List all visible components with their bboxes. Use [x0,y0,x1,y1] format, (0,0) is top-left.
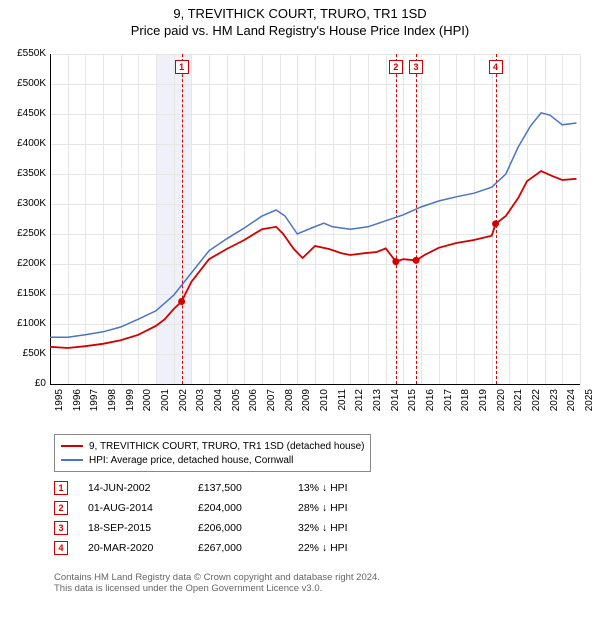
x-tick-label: 2002 [178,389,189,429]
x-tick-label: 2007 [266,389,277,429]
sales-date: 20-MAR-2020 [88,542,198,554]
series-price_paid [50,171,577,348]
y-tick-label: £0 [8,378,46,389]
x-tick-label: 2011 [337,389,348,429]
sales-marker: 1 [54,481,68,495]
sales-table: 1 14-JUN-2002£137,50013% ↓ HPI 2 01-AUG-201… [54,478,398,558]
sales-date: 01-AUG-2014 [88,502,198,514]
x-tick-label: 2025 [584,389,595,429]
sales-marker: 3 [54,521,68,535]
x-tick-label: 2004 [213,389,224,429]
x-tick-label: 2006 [248,389,259,429]
x-tick-label: 2001 [160,389,171,429]
sales-diff: 22% ↓ HPI [298,542,398,554]
legend-swatch [61,445,83,447]
x-tick-label: 2008 [284,389,295,429]
x-tick-label: 2022 [531,389,542,429]
x-tick-label: 2023 [549,389,560,429]
sales-price: £204,000 [198,502,298,514]
sales-price: £137,500 [198,482,298,494]
sales-diff: 32% ↓ HPI [298,522,398,534]
series-marker [492,220,499,227]
x-tick-label: 1997 [89,389,100,429]
chart-legend: 9, TREVITHICK COURT, TRURO, TR1 1SD (det… [54,434,371,472]
legend-row: 9, TREVITHICK COURT, TRURO, TR1 1SD (det… [61,439,364,453]
x-tick-label: 2010 [319,389,330,429]
sales-price: £206,000 [198,522,298,534]
y-tick-label: £550K [8,48,46,59]
x-tick-label: 2021 [513,389,524,429]
x-tick-label: 2013 [372,389,383,429]
x-tick-label: 2015 [407,389,418,429]
x-tick-label: 2003 [195,389,206,429]
x-tick-label: 2018 [460,389,471,429]
y-tick-label: £50K [8,348,46,359]
sales-row: 1 14-JUN-2002£137,50013% ↓ HPI [54,478,398,498]
legend-row: HPI: Average price, detached house, Corn… [61,453,364,467]
x-tick-label: 2000 [142,389,153,429]
gridline-v [580,54,581,384]
y-tick-label: £300K [8,198,46,209]
x-tick-label: 2016 [425,389,436,429]
sales-date: 14-JUN-2002 [88,482,198,494]
footnote-line2: This data is licensed under the Open Gov… [54,583,380,594]
series-svg [50,54,580,384]
x-tick-label: 2009 [301,389,312,429]
y-tick-label: £350K [8,168,46,179]
footnote: Contains HM Land Registry data © Crown c… [54,572,380,594]
sales-price: £267,000 [198,542,298,554]
sales-row: 2 01-AUG-2014£204,00028% ↓ HPI [54,498,398,518]
x-tick-label: 2024 [566,389,577,429]
sales-row: 4 20-MAR-2020£267,00022% ↓ HPI [54,538,398,558]
series-marker [413,257,420,264]
chart-subtitle: Price paid vs. HM Land Registry's House … [0,23,600,38]
legend-label: HPI: Average price, detached house, Corn… [89,455,293,466]
chart-title: 9, TREVITHICK COURT, TRURO, TR1 1SD [0,6,600,21]
y-tick-label: £150K [8,288,46,299]
y-tick-label: £200K [8,258,46,269]
sales-marker: 4 [54,541,68,555]
sales-marker: 2 [54,501,68,515]
x-tick-label: 1998 [107,389,118,429]
y-tick-label: £500K [8,78,46,89]
chart-plot-area: 1234 [50,54,580,384]
sales-row: 3 18-SEP-2015£206,00032% ↓ HPI [54,518,398,538]
y-tick-label: £250K [8,228,46,239]
x-tick-label: 2005 [231,389,242,429]
y-tick-label: £450K [8,108,46,119]
x-tick-label: 2020 [496,389,507,429]
x-tick-label: 1995 [54,389,65,429]
series-marker [392,258,399,265]
x-tick-label: 2019 [478,389,489,429]
sales-diff: 28% ↓ HPI [298,502,398,514]
footnote-line1: Contains HM Land Registry data © Crown c… [54,572,380,583]
y-tick-label: £100K [8,318,46,329]
x-tick-label: 1999 [125,389,136,429]
legend-label: 9, TREVITHICK COURT, TRURO, TR1 1SD (det… [89,441,364,452]
legend-swatch [61,459,83,461]
x-tick-label: 2012 [354,389,365,429]
y-tick-label: £400K [8,138,46,149]
gridline-h [50,384,580,385]
x-tick-label: 2017 [443,389,454,429]
x-tick-label: 1996 [72,389,83,429]
sales-date: 18-SEP-2015 [88,522,198,534]
x-tick-label: 2014 [390,389,401,429]
series-marker [178,298,185,305]
sales-diff: 13% ↓ HPI [298,482,398,494]
